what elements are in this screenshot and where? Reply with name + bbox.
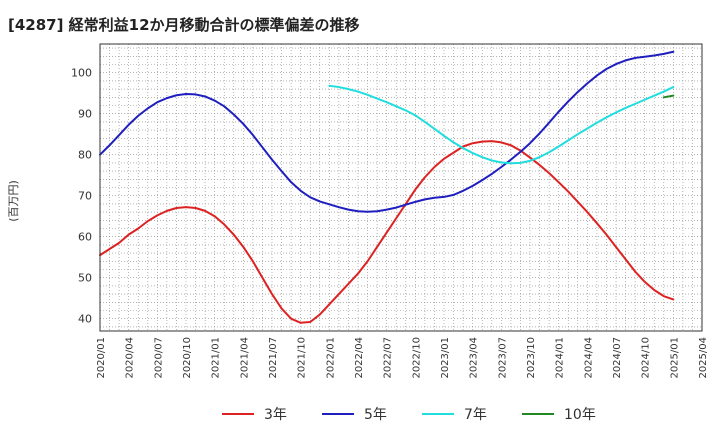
x-tick-label: 2023/07 <box>497 337 508 379</box>
series-layer <box>99 50 675 324</box>
x-tick-label: 2023/01 <box>440 337 451 379</box>
x-tick-label: 2023/10 <box>526 337 537 379</box>
x-tick-label: 2021/10 <box>297 337 308 379</box>
y-axis-label: (百万円) <box>7 180 20 222</box>
y-tick-label: 40 <box>78 313 92 326</box>
x-tick-label: 2024/01 <box>555 337 566 379</box>
x-tick-label: 2020/01 <box>96 337 107 379</box>
y-tick-label: 50 <box>78 272 92 285</box>
legend-label-1: 5年 <box>364 407 387 423</box>
y-tick-label: 60 <box>78 231 92 244</box>
legend-label-3: 10年 <box>564 407 596 423</box>
x-tick-label: 2024/04 <box>583 337 594 379</box>
x-tick-label: 2023/04 <box>469 337 480 379</box>
axis-layer: 40 50 60 70 80 90 100 2020/01 2020/04 2020/07 2020… <box>71 43 709 379</box>
legend: 3年 5年 7年 10年 <box>222 407 596 423</box>
x-tick-label: 2024/10 <box>641 337 652 379</box>
x-tick-label: 2022/07 <box>383 337 394 379</box>
grid-layer <box>100 44 702 331</box>
legend-label-2: 7年 <box>464 407 487 423</box>
y-tick-label: 90 <box>78 108 92 121</box>
x-tick-label: 2025/04 <box>698 337 709 379</box>
plot-frame <box>99 43 703 332</box>
y-tick-label: 70 <box>78 190 92 203</box>
x-tick-label: 2021/04 <box>239 337 250 379</box>
series-line-2 <box>328 84 675 165</box>
x-tick-label: 2020/07 <box>153 337 164 379</box>
series-line-1 <box>99 50 675 213</box>
x-tick-label: 2025/01 <box>669 337 680 379</box>
series-line-0 <box>99 140 675 324</box>
x-tick-label: 2024/07 <box>612 337 623 379</box>
x-tick-label: 2020/04 <box>125 337 136 379</box>
y-tick-label: 80 <box>78 149 92 162</box>
x-tick-label: 2022/04 <box>354 337 365 379</box>
x-tick-label: 2020/10 <box>182 337 193 379</box>
x-tick-label: 2021/01 <box>211 337 222 379</box>
x-tick-label: 2021/07 <box>268 337 279 379</box>
chart-title: [4287] 経常利益12か月移動合計の標準偏差の推移 <box>8 16 360 34</box>
y-tick-label: 100 <box>71 67 92 80</box>
x-tick-label: 2022/01 <box>325 337 336 379</box>
series-line-3 <box>662 94 675 99</box>
legend-label-0: 3年 <box>264 407 287 423</box>
x-tick-label: 2022/10 <box>411 337 422 379</box>
